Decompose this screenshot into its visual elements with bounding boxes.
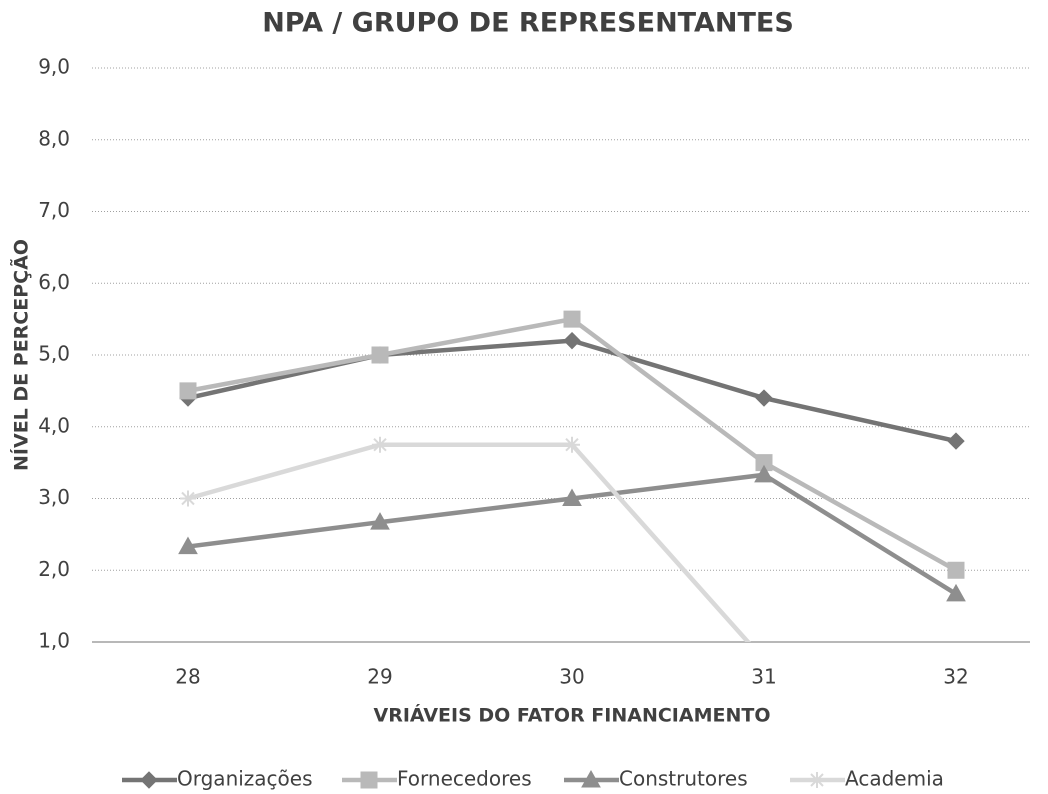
y-axis-label: NÍVEL DE PERCEPÇÃO [9, 239, 33, 471]
series-line [187, 442, 752, 642]
y-tick-label: 8,0 [38, 126, 70, 150]
x-tick-label: 31 [751, 665, 776, 689]
y-tick-label: 6,0 [38, 270, 70, 294]
x-tick-label: 30 [559, 665, 584, 689]
y-tick-label: 4,0 [38, 413, 70, 437]
marker [946, 583, 966, 602]
y-tick-label: 7,0 [38, 198, 70, 222]
marker [178, 536, 198, 555]
marker [564, 436, 580, 453]
plot-area [178, 310, 966, 642]
marker [755, 389, 773, 407]
marker [809, 772, 825, 788]
x-tick-label: 29 [367, 665, 392, 689]
x-tick-label: 28 [175, 665, 200, 689]
marker [581, 769, 601, 788]
marker [563, 331, 581, 350]
marker [371, 346, 389, 364]
series-line [187, 338, 957, 444]
y-tick-label: 2,0 [38, 557, 70, 581]
y-tick-label: 1,0 [38, 629, 70, 653]
y-tick-label: 9,0 [38, 55, 70, 79]
marker [140, 771, 158, 789]
y-tick-label: 3,0 [38, 485, 70, 509]
marker [947, 561, 965, 579]
x-axis-label: VRIÁVEIS DO FATOR FINANCIAMENTO [374, 704, 771, 727]
chart-title: NPA / GRUPO DE REPRESENTANTES [262, 8, 794, 39]
y-tick-label: 5,0 [38, 342, 70, 366]
legend-label: Organizações [177, 767, 313, 791]
x-tick-label: 32 [943, 665, 968, 689]
marker [563, 310, 581, 328]
legend-label: Fornecedores [397, 767, 532, 791]
marker [372, 436, 388, 453]
marker [947, 432, 965, 450]
marker [370, 512, 390, 530]
marker [562, 488, 582, 506]
marker [179, 382, 197, 400]
legend-label: Academia [845, 767, 944, 791]
marker [754, 464, 774, 483]
marker [360, 771, 378, 789]
marker [180, 490, 196, 507]
legend-label: Construtores [619, 767, 748, 791]
